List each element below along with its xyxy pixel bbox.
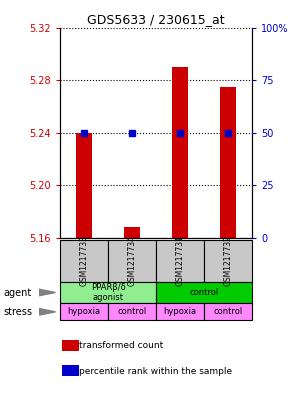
Text: PPARβ/δ
agonist: PPARβ/δ agonist [91,283,125,302]
Text: hypoxia: hypoxia [164,307,196,316]
Text: hypoxia: hypoxia [68,307,100,316]
Text: GSM1217733: GSM1217733 [80,235,88,286]
Bar [156,303,204,320]
Text: transformed count: transformed count [79,342,163,351]
Bar [60,240,108,282]
Bar [60,282,156,303]
Bar [108,240,156,282]
Bar [108,303,156,320]
Title: GDS5633 / 230615_at: GDS5633 / 230615_at [87,13,225,26]
Bar [172,67,188,238]
Bar [124,227,140,238]
Text: control: control [213,307,243,316]
Bar [62,340,79,351]
Bar [156,282,252,303]
Polygon shape [39,309,56,315]
Polygon shape [39,289,56,296]
Bar [156,240,204,282]
Text: control: control [189,288,219,297]
Text: control: control [117,307,147,316]
Text: agent: agent [3,288,31,298]
Bar [204,240,252,282]
Text: GSM1217731: GSM1217731 [176,235,184,286]
Text: GSM1217732: GSM1217732 [224,235,232,286]
Text: GSM1217734: GSM1217734 [128,235,136,286]
Bar [60,303,108,320]
Bar [220,86,236,238]
Bar [62,365,79,376]
Text: stress: stress [3,307,32,317]
Text: percentile rank within the sample: percentile rank within the sample [79,367,232,376]
Bar [204,303,252,320]
Bar [76,132,92,238]
